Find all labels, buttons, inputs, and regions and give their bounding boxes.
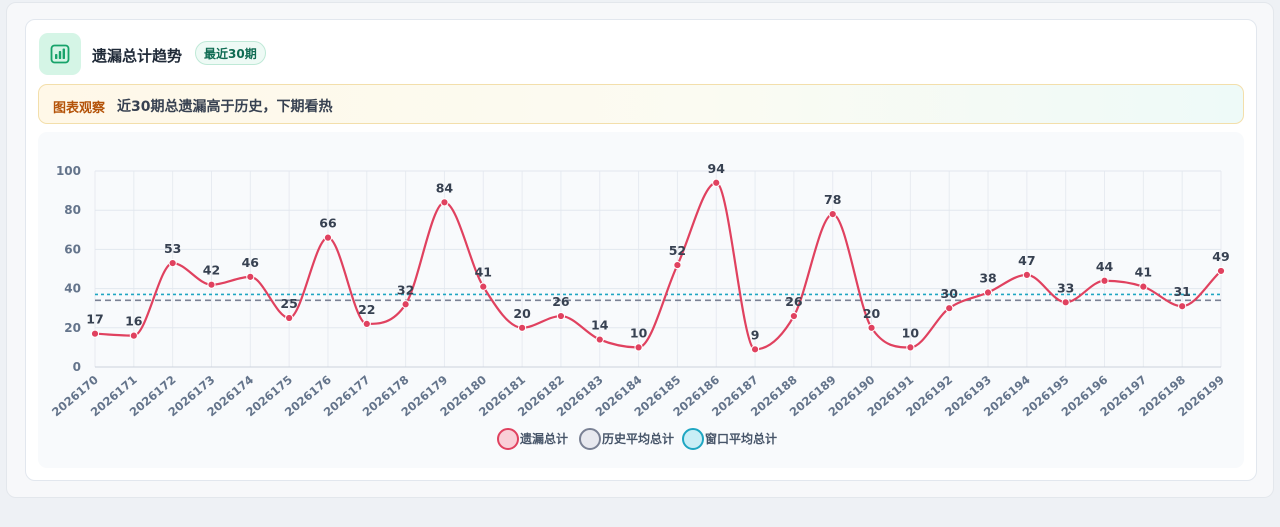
data-label: 22	[358, 302, 375, 317]
data-point	[1061, 298, 1070, 307]
data-label: 14	[591, 318, 609, 333]
data-point	[1022, 270, 1031, 279]
data-point	[983, 288, 993, 297]
data-label: 78	[824, 192, 841, 207]
data-label: 94	[708, 161, 726, 176]
data-point	[246, 272, 255, 281]
y-tick-label: 20	[64, 321, 81, 335]
data-point	[1178, 302, 1187, 311]
legend-swatch	[579, 428, 601, 450]
data-point	[1216, 266, 1226, 276]
y-tick-label: 80	[64, 203, 81, 217]
data-label: 49	[1212, 249, 1229, 264]
y-tick-label: 100	[56, 164, 81, 178]
data-label: 53	[164, 241, 181, 256]
chart-observation-banner: 图表观察 近30期总遗漏高于历史，下期看热	[38, 84, 1244, 124]
y-tick-label: 40	[64, 282, 81, 296]
data-label: 25	[280, 296, 297, 311]
data-label: 41	[1135, 265, 1152, 280]
data-label: 52	[669, 243, 686, 258]
data-label: 10	[902, 325, 920, 340]
data-label: 46	[242, 255, 260, 270]
observation-label: 图表观察	[53, 101, 106, 116]
data-point	[401, 300, 410, 309]
chart-title: 遗漏总计趋势	[92, 47, 183, 65]
legend-swatch	[682, 428, 704, 450]
trend-card: 遗漏总计趋势 最近30期 图表观察 近30期总遗漏高于历史，下期看热 0 20 40…	[25, 19, 1257, 481]
data-point	[518, 323, 527, 332]
data-point	[440, 198, 449, 207]
legend-label: 历史平均总计	[602, 431, 674, 446]
data-label: 31	[1173, 284, 1190, 299]
data-point	[634, 343, 643, 352]
data-label: 20	[513, 306, 531, 321]
data-label: 38	[979, 271, 996, 286]
data-point	[828, 210, 837, 219]
data-label: 42	[203, 263, 220, 278]
legend-label: 窗口平均总计	[705, 431, 777, 446]
data-label: 32	[397, 282, 414, 297]
data-label: 10	[630, 325, 648, 340]
data-point	[712, 178, 721, 187]
data-label: 84	[436, 180, 454, 195]
trend-line-chart: 0204060801002026170202617120261722026173…	[49, 161, 1230, 450]
data-label: 20	[863, 306, 881, 321]
data-label: 47	[1018, 253, 1035, 268]
data-label: 17	[86, 312, 103, 327]
data-point	[479, 282, 488, 291]
data-label: 16	[125, 314, 143, 329]
data-point	[595, 335, 604, 344]
legend-swatch	[497, 428, 519, 450]
data-point	[750, 345, 760, 354]
data-point	[362, 319, 371, 328]
data-point	[673, 260, 682, 270]
data-label: 26	[552, 294, 570, 309]
data-point	[323, 233, 333, 242]
data-point	[207, 280, 216, 289]
data-point	[168, 259, 177, 268]
data-label: 26	[785, 294, 803, 309]
data-point	[1100, 276, 1109, 285]
data-label: 44	[1096, 259, 1114, 274]
data-label: 30	[941, 286, 959, 301]
y-tick-label: 0	[73, 360, 81, 374]
data-point	[129, 331, 138, 340]
page-container: 遗漏总计趋势 最近30期 图表观察 近30期总遗漏高于历史，下期看热 0 20 40…	[6, 2, 1274, 498]
data-label: 41	[475, 265, 492, 280]
data-label: 33	[1057, 280, 1074, 295]
observation-text: 近30期总遗漏高于历史，下期看热	[117, 99, 333, 115]
data-point	[867, 323, 876, 332]
data-point	[90, 329, 100, 338]
data-point	[556, 311, 566, 321]
data-point	[285, 313, 294, 323]
data-point	[906, 343, 915, 352]
period-badge: 最近30期	[195, 41, 266, 65]
bar-chart-icon	[39, 33, 81, 75]
missing-total-series-line	[94, 181, 1222, 351]
data-label: 66	[319, 216, 337, 231]
data-point	[945, 304, 954, 313]
y-tick-label: 60	[64, 242, 81, 256]
data-point	[789, 311, 798, 321]
data-point	[1139, 282, 1148, 291]
chart-area: 0 20 40 60 80 100 2026170 2026171 2026172 2026173…	[38, 132, 1244, 468]
data-label: 9	[751, 327, 760, 342]
legend-label: 遗漏总计	[519, 431, 568, 446]
